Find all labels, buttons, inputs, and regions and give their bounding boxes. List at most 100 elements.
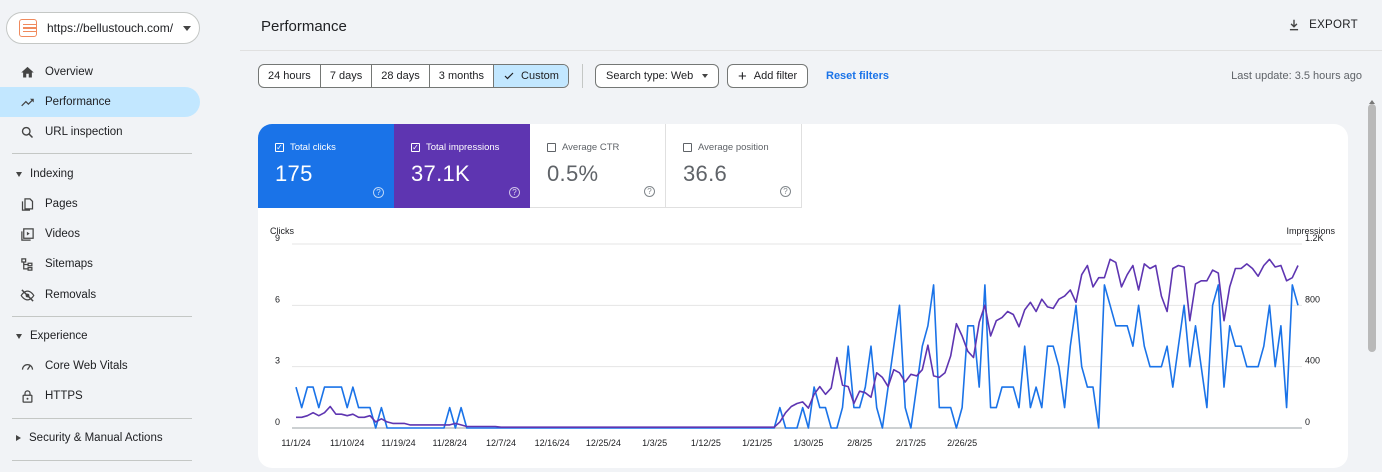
sidebar-item-performance[interactable]: Performance (0, 87, 200, 117)
sidebar-item-pages[interactable]: Pages (0, 189, 200, 219)
scrollbar[interactable] (1368, 104, 1376, 352)
help-icon[interactable]: ? (644, 186, 655, 197)
right-tick-label: 800 (1305, 294, 1320, 304)
check-icon (504, 72, 514, 80)
checkbox-checked-icon[interactable]: ✓ (411, 142, 420, 152)
help-icon[interactable]: ? (373, 187, 384, 198)
section-label: Experience (30, 330, 88, 342)
sidebar-item-removals[interactable]: Removals (0, 280, 200, 310)
help-icon[interactable]: ? (780, 186, 791, 197)
page-title: Performance (261, 18, 347, 35)
x-tick-label: 1/3/25 (642, 438, 667, 448)
metric-value: 175 (275, 161, 313, 186)
right-tick-label: 400 (1305, 356, 1320, 366)
add-filter-label: Add filter (753, 70, 798, 82)
right-axis-title: Impressions (1286, 226, 1335, 236)
section-label: Indexing (30, 168, 74, 180)
divider (12, 460, 192, 461)
checkbox-checked-icon[interactable]: ✓ (275, 142, 284, 152)
sidebar-item-core-web-vitals[interactable]: Core Web Vitals (0, 351, 200, 381)
plus-icon: + (738, 67, 747, 85)
section-experience[interactable]: Experience (0, 321, 200, 351)
metric-average-position[interactable]: Average position 36.6 ? (666, 124, 802, 208)
x-tick-label: 1/30/25 (793, 438, 823, 448)
chevron-down-icon (183, 25, 192, 31)
date-range-label: Custom (521, 70, 559, 82)
section-label: Security & Manual Actions (29, 432, 163, 444)
sidebar-item-url-inspection[interactable]: URL inspection (0, 117, 200, 147)
x-tick-label: 11/10/24 (330, 438, 364, 448)
caret-down-icon (16, 333, 22, 339)
date-range-7-days[interactable]: 7 days (321, 65, 373, 87)
sidebar-item-label: Removals (45, 289, 97, 301)
reset-filters-link[interactable]: Reset filters (826, 70, 889, 82)
sitemap-icon (19, 256, 35, 272)
section-indexing[interactable]: Indexing (0, 159, 200, 189)
right-tick-label: 1.2K (1305, 233, 1324, 243)
video-icon (19, 226, 35, 242)
checkbox-unchecked-icon[interactable] (547, 143, 556, 152)
metric-label: Total clicks (290, 142, 336, 153)
export-label: EXPORT (1309, 19, 1358, 31)
metric-label: Average position (698, 142, 769, 153)
search-type-dropdown[interactable]: Search type: Web (595, 64, 720, 88)
header-divider (240, 50, 1382, 51)
checkbox-unchecked-icon[interactable] (683, 143, 692, 152)
sidebar-item-overview[interactable]: Overview (0, 57, 200, 87)
sidebar: https://bellustouch.com/ Overview Perfor… (0, 0, 212, 472)
date-range-custom[interactable]: Custom (494, 65, 568, 87)
performance-chart[interactable]: Clicks Impressions 0 0 3 400 6 800 9 1.2K 11/1/24 1… (258, 218, 1348, 468)
eye-off-icon (19, 287, 35, 303)
x-tick-label: 11/1/24 (281, 438, 310, 448)
sidebar-item-label: URL inspection (45, 126, 123, 138)
metric-total-clicks[interactable]: ✓ Total clicks 175 ? (258, 124, 394, 208)
clicks-series-line (295, 284, 1299, 429)
scroll-up-arrow-icon[interactable] (1369, 100, 1375, 104)
trending-up-icon (19, 94, 35, 110)
metric-value: 0.5% (547, 161, 599, 186)
filter-separator (582, 64, 583, 88)
metric-value: 37.1K (411, 161, 470, 186)
x-tick-label: 12/7/24 (486, 438, 516, 448)
add-filter-button[interactable]: + Add filter (727, 64, 809, 88)
section-security[interactable]: Security & Manual Actions (0, 423, 200, 453)
date-range-24-hours[interactable]: 24 hours (259, 65, 321, 87)
home-icon (19, 64, 35, 80)
help-icon[interactable]: ? (509, 187, 520, 198)
chevron-down-icon (702, 74, 709, 78)
x-tick-label: 11/19/24 (381, 438, 415, 448)
sidebar-item-videos[interactable]: Videos (0, 219, 200, 249)
left-tick-label: 6 (275, 294, 280, 304)
sidebar-item-label: Sitemaps (45, 258, 93, 270)
x-tick-label: 1/12/25 (691, 438, 721, 448)
export-button[interactable]: EXPORT (1287, 18, 1358, 32)
sidebar-item-label: Pages (45, 198, 78, 210)
property-selector[interactable]: https://bellustouch.com/ (6, 12, 200, 44)
sidebar-item-https[interactable]: HTTPS (0, 381, 200, 411)
metric-label: Average CTR (562, 142, 620, 153)
caret-right-icon (16, 435, 21, 441)
right-tick-label: 0 (1305, 417, 1310, 427)
x-tick-label: 2/8/25 (847, 438, 872, 448)
x-tick-label: 12/16/24 (535, 438, 570, 448)
date-range-3-months[interactable]: 3 months (430, 65, 495, 87)
date-range-28-days[interactable]: 28 days (372, 65, 430, 87)
left-tick-label: 3 (275, 356, 280, 366)
sidebar-item-label: HTTPS (45, 390, 83, 402)
x-tick-label: 2/26/25 (947, 438, 977, 448)
metric-total-impressions[interactable]: ✓ Total impressions 37.1K ? (394, 124, 530, 208)
x-tick-label: 2/17/25 (896, 438, 926, 448)
property-url: https://bellustouch.com/ (47, 21, 174, 35)
metric-average-ctr[interactable]: Average CTR 0.5% ? (530, 124, 666, 208)
pages-icon (19, 196, 35, 212)
caret-down-icon (16, 171, 22, 177)
metric-value: 36.6 (683, 161, 728, 186)
site-logo-icon (19, 19, 37, 37)
gauge-icon (19, 358, 35, 374)
sidebar-item-label: Core Web Vitals (45, 360, 128, 372)
x-tick-label: 11/28/24 (433, 438, 467, 448)
divider (12, 153, 192, 154)
lock-icon (19, 388, 35, 404)
sidebar-item-label: Performance (45, 96, 111, 108)
sidebar-item-sitemaps[interactable]: Sitemaps (0, 249, 200, 279)
